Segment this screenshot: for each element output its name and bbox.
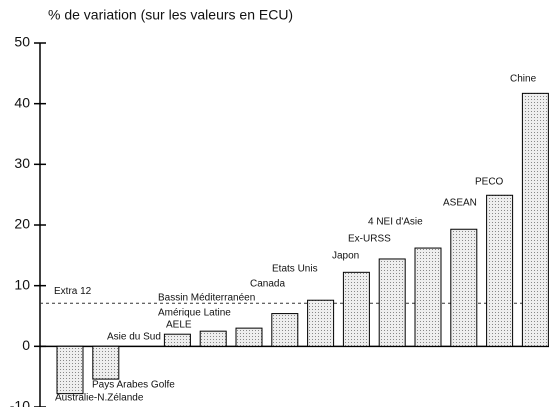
- bar: [199, 330, 227, 347]
- bar: [92, 345, 120, 380]
- bar: [486, 194, 514, 347]
- y-tick-label: 30: [14, 155, 30, 171]
- chart-title: % de variation (sur les valeurs en ECU): [48, 7, 293, 23]
- bar-label: 4 NEI d'Asie: [368, 217, 423, 228]
- y-tick-label: 40: [14, 94, 30, 110]
- bar-label: Pays Arabes Golfe: [92, 380, 175, 391]
- bar-label: PECO: [475, 177, 504, 188]
- bar-label: Canada: [250, 279, 285, 290]
- bar: [307, 299, 335, 347]
- bar: [235, 327, 263, 347]
- bar: [378, 258, 406, 347]
- y-tick-label: 50: [14, 34, 30, 50]
- bar: [521, 92, 549, 347]
- y-tick-label: 10: [14, 276, 30, 292]
- y-tick-label: -10: [10, 398, 30, 407]
- bar-label: Bassin Méditerranéen: [158, 293, 255, 304]
- bar-label: Amérique Latine: [158, 308, 231, 319]
- bar: [271, 313, 299, 347]
- bar-label: Japon: [332, 251, 359, 262]
- bar-label: Chine: [510, 74, 537, 85]
- bar-label: AELE: [166, 320, 192, 331]
- y-tick-label: 0: [22, 337, 30, 353]
- reference-label: Extra 12: [54, 286, 92, 297]
- bar-label: ASEAN: [443, 198, 477, 209]
- bar: [56, 345, 84, 395]
- bar-label: Ex-URSS: [348, 234, 391, 245]
- bar: [414, 247, 442, 347]
- bar: [450, 228, 478, 347]
- bar: [342, 271, 370, 347]
- bar-label: Asie du Sud: [107, 332, 161, 343]
- bar: [163, 333, 191, 347]
- y-tick-label: 20: [14, 216, 30, 232]
- bar-label: Australie-N.Zélande: [55, 393, 144, 404]
- bar-label: Etats Unis: [272, 264, 318, 275]
